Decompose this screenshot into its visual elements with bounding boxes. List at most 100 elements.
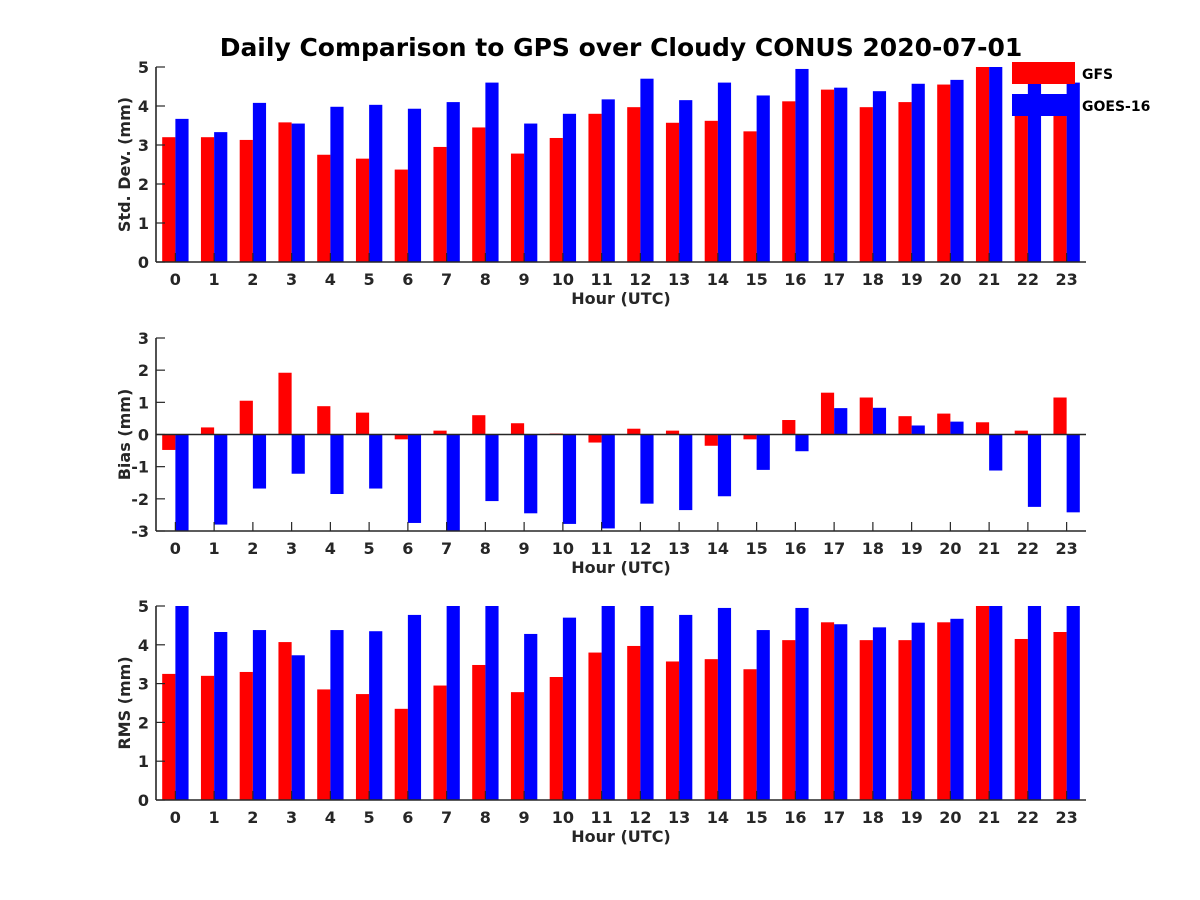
bar-goes-16-hour-20: [950, 421, 964, 435]
y-tick-label: -2: [131, 490, 149, 509]
x-tick-label: 18: [862, 808, 884, 827]
x-tick-label: 22: [1017, 270, 1039, 289]
bar-goes-16-hour-18: [872, 627, 887, 800]
bar-gfs-hour-5: [355, 412, 370, 435]
bar-gfs-hour-14: [704, 434, 718, 446]
legend: GFS GOES-16: [1012, 62, 1150, 116]
bar-goes-16-hour-6: [407, 108, 422, 262]
bar-goes-16-hour-3: [291, 655, 305, 800]
bar-goes-16-hour-9: [524, 633, 538, 800]
y-tick-label: -3: [131, 522, 149, 541]
bar-gfs-hour-15: [743, 434, 757, 440]
x-tick-label: 23: [1055, 270, 1077, 289]
y-tick-label: 1: [138, 752, 149, 771]
bar-goes-16-hour-15: [756, 95, 770, 262]
bar-goes-16-hour-10: [562, 617, 577, 800]
x-axis-label: Hour (UTC): [571, 558, 671, 577]
bar-gfs-hour-10: [549, 137, 563, 262]
x-tick-label: 5: [364, 808, 375, 827]
bar-goes-16-hour-1: [214, 434, 228, 525]
bar-goes-16-hour-19: [911, 425, 925, 435]
bar-gfs-hour-4: [317, 406, 331, 435]
x-axis-label: Hour (UTC): [571, 289, 671, 308]
bar-goes-16-hour-23: [1066, 606, 1080, 800]
x-tick-label: 23: [1055, 808, 1077, 827]
bar-goes-16-hour-23: [1066, 434, 1080, 513]
bar-gfs-hour-19: [898, 640, 912, 800]
x-tick-label: 10: [552, 539, 574, 558]
bar-gfs-hour-22: [1014, 430, 1028, 435]
bar-goes-16-hour-1: [214, 132, 228, 262]
x-tick-label: 12: [629, 808, 651, 827]
bar-gfs-hour-14: [704, 120, 718, 262]
bar-goes-16-hour-0: [175, 434, 189, 531]
bar-gfs-hour-23: [1053, 106, 1067, 262]
x-tick-label: 19: [900, 808, 922, 827]
x-tick-label: 5: [364, 270, 375, 289]
y-tick-label: 1: [138, 393, 149, 412]
x-tick-label: 13: [668, 270, 690, 289]
bar-gfs-hour-11: [588, 434, 602, 443]
x-tick-label: 8: [480, 808, 491, 827]
x-tick-label: 1: [209, 539, 220, 558]
y-tick-label: 0: [138, 253, 149, 272]
bar-goes-16-hour-9: [524, 123, 538, 262]
bar-goes-16-hour-5: [369, 631, 383, 800]
bar-goes-16-hour-14: [717, 82, 732, 262]
bar-goes-16-hour-4: [330, 106, 344, 262]
bar-gfs-hour-22: [1014, 99, 1028, 263]
x-tick-label: 10: [552, 808, 574, 827]
x-tick-label: 2: [247, 270, 258, 289]
bar-gfs-hour-13: [665, 430, 680, 435]
bar-goes-16-hour-13: [679, 614, 693, 800]
x-tick-label: 14: [707, 808, 729, 827]
bar-gfs-hour-19: [898, 102, 912, 262]
bar-goes-16-hour-17: [834, 87, 848, 262]
bar-goes-16-hour-6: [407, 434, 422, 523]
bar-gfs-hour-17: [820, 392, 835, 435]
bar-gfs-hour-15: [743, 131, 757, 262]
bar-gfs-hour-21: [975, 606, 990, 800]
y-tick-label: 0: [138, 791, 149, 810]
bar-gfs-hour-21: [975, 67, 990, 262]
bar-gfs-hour-23: [1053, 397, 1067, 435]
x-tick-label: 7: [441, 808, 452, 827]
bar-gfs-hour-9: [510, 692, 525, 800]
bar-goes-16-hour-8: [485, 434, 499, 502]
bar-gfs-hour-2: [239, 139, 253, 262]
y-tick-label: 3: [138, 329, 149, 348]
bar-gfs-hour-10: [549, 677, 563, 800]
y-tick-label: 3: [138, 136, 149, 155]
bar-gfs-hour-8: [472, 415, 486, 435]
x-tick-label: 17: [823, 539, 845, 558]
x-tick-label: 18: [862, 270, 884, 289]
x-tick-label: 8: [480, 539, 491, 558]
bar-goes-16-hour-10: [562, 434, 577, 524]
x-tick-label: 17: [823, 808, 845, 827]
bar-goes-16-hour-0: [175, 118, 189, 263]
bar-gfs-hour-15: [743, 669, 757, 800]
bar-gfs-hour-13: [665, 661, 680, 800]
x-tick-label: 19: [900, 539, 922, 558]
bar-goes-16-hour-17: [834, 624, 848, 800]
x-tick-label: 6: [402, 808, 413, 827]
y-tick-label: 4: [138, 636, 149, 655]
bar-goes-16-hour-18: [872, 91, 887, 263]
x-tick-label: 16: [784, 270, 806, 289]
x-tick-label: 11: [590, 539, 612, 558]
x-tick-label: 2: [247, 808, 258, 827]
bar-gfs-hour-13: [665, 122, 680, 263]
x-tick-label: 20: [939, 539, 961, 558]
bar-goes-16-hour-2: [252, 102, 267, 262]
x-tick-label: 21: [978, 808, 1000, 827]
bar-gfs-hour-12: [627, 428, 641, 435]
bar-goes-16-hour-21: [989, 434, 1003, 471]
y-axis-label: Bias (mm): [115, 389, 134, 481]
bar-gfs-hour-3: [278, 642, 292, 800]
bar-gfs-hour-7: [433, 430, 447, 435]
bar-goes-16-hour-2: [252, 434, 267, 489]
